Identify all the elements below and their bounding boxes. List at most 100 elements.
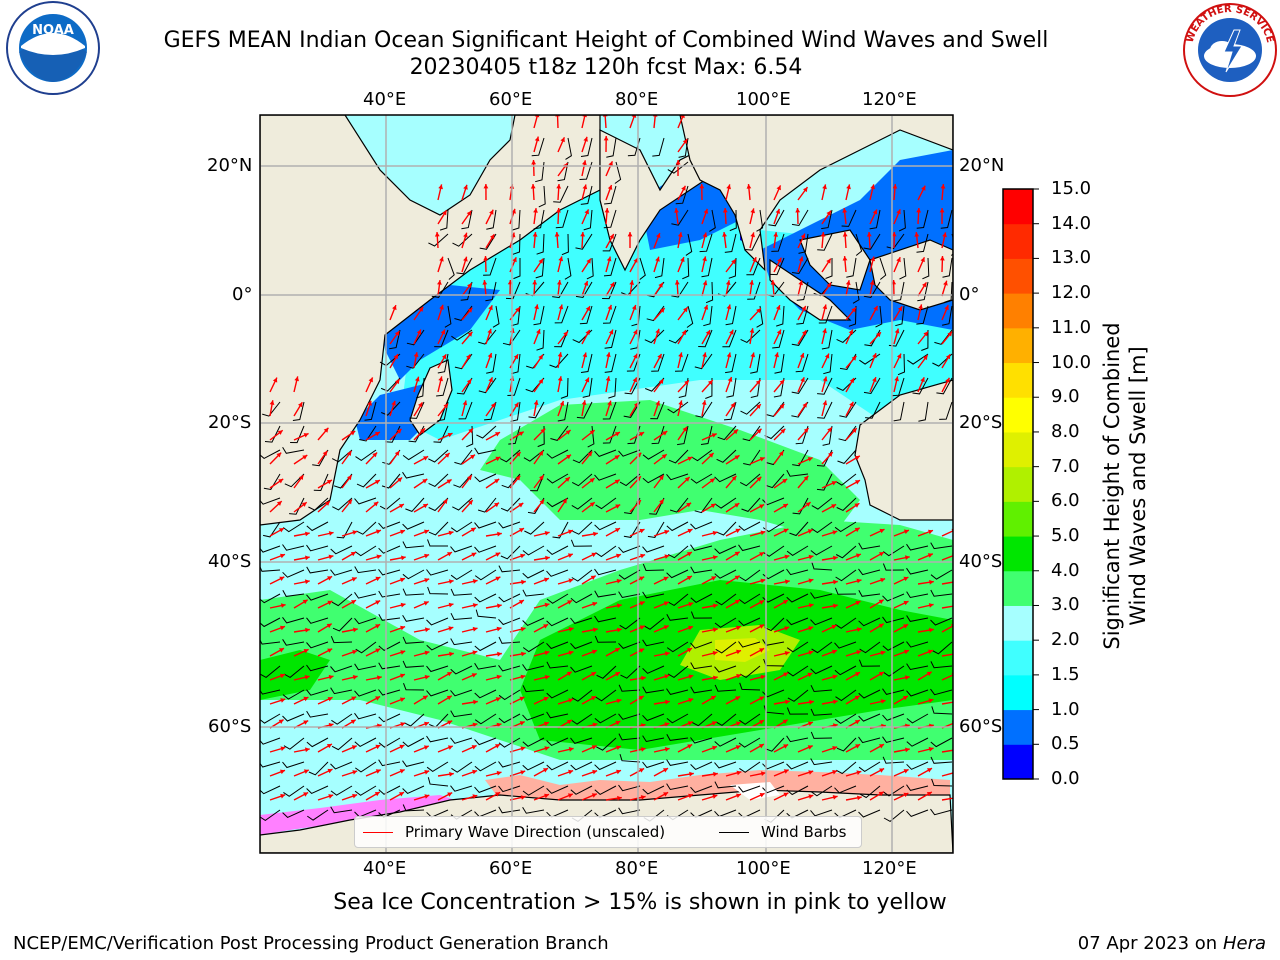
wind-barb xyxy=(624,377,641,395)
wind-barb xyxy=(474,569,497,581)
wind-barb xyxy=(477,497,497,513)
wave-arrowhead xyxy=(520,770,526,775)
wave-arrowhead xyxy=(928,746,934,752)
wind-barb xyxy=(402,760,425,767)
wave-arrowhead xyxy=(560,137,565,143)
wind-barb xyxy=(378,785,401,795)
wave-arrowhead xyxy=(808,578,814,584)
wave-arrowhead xyxy=(755,379,761,385)
wave-arrowhead xyxy=(879,744,884,749)
wave-arrowhead xyxy=(749,280,754,285)
wave-arrowhead xyxy=(328,531,334,536)
lon-label-top: 80°E xyxy=(615,89,659,110)
wave-arrowhead xyxy=(305,555,310,561)
wind-barb xyxy=(596,665,617,679)
wind-barb xyxy=(402,636,425,644)
colorbar xyxy=(1002,188,1039,780)
wind-barb xyxy=(859,785,881,799)
wave-arrowhead xyxy=(544,746,550,751)
wave-arrowhead xyxy=(750,232,755,238)
wind-barb xyxy=(776,305,785,327)
wave-arrowhead xyxy=(713,771,718,777)
wind-barb xyxy=(882,641,905,651)
wave-arrowhead xyxy=(854,527,860,533)
wind-barb xyxy=(792,449,809,467)
wind-barb xyxy=(546,689,569,699)
wave-arrowhead xyxy=(800,233,806,239)
wave-arrowhead xyxy=(687,528,693,534)
wave-direction-arrow xyxy=(941,625,953,633)
wind-barb xyxy=(906,641,929,648)
wave-arrowhead xyxy=(808,794,814,799)
wind-barb xyxy=(675,185,689,205)
wind-barb xyxy=(378,613,401,621)
wave-arrowhead xyxy=(939,208,945,213)
colorbar-segment xyxy=(1003,258,1033,294)
wave-arrowhead xyxy=(759,457,765,462)
wave-arrowhead xyxy=(833,699,838,705)
wave-arrowhead xyxy=(658,379,664,384)
wave-arrowhead xyxy=(902,696,908,701)
wind-barb xyxy=(428,449,449,463)
wave-arrowhead xyxy=(703,304,709,310)
wind-barb xyxy=(378,545,401,554)
wind-barb xyxy=(498,713,521,724)
wind-barb xyxy=(709,209,716,232)
colorbar-tick-label: 4.0 xyxy=(1051,559,1080,581)
wave-arrowhead xyxy=(879,768,885,773)
wave-direction-arrow xyxy=(556,115,559,129)
wave-arrowhead xyxy=(495,744,500,749)
wave-arrowhead xyxy=(782,478,788,484)
wave-arrowhead xyxy=(466,210,472,216)
wind-barb xyxy=(385,425,401,443)
wave-arrowhead xyxy=(945,354,951,360)
wind-barb xyxy=(359,425,377,442)
wind-barb xyxy=(602,281,617,300)
wind-barb xyxy=(450,785,473,792)
wind-barb xyxy=(898,209,906,232)
wave-arrowhead xyxy=(903,769,909,774)
wind-barb xyxy=(838,425,857,442)
wind-barb xyxy=(764,617,785,632)
wind-barb xyxy=(536,233,545,255)
wind-barb xyxy=(747,281,761,300)
wave-arrowhead xyxy=(562,498,567,504)
wind-barb xyxy=(642,735,665,743)
wave-arrowhead xyxy=(533,208,538,213)
wave-arrowhead xyxy=(826,258,831,264)
wave-arrowhead xyxy=(424,794,430,799)
wave-arrowhead xyxy=(736,674,742,679)
wind-barb xyxy=(930,737,953,748)
wind-barb xyxy=(917,281,929,302)
wave-arrowhead xyxy=(687,456,693,461)
wave-arrowhead xyxy=(591,672,596,677)
wave-arrowhead xyxy=(803,187,808,193)
wave-arrowhead xyxy=(467,283,472,289)
wave-arrowhead xyxy=(471,673,477,678)
wave-arrowhead xyxy=(892,184,898,189)
wave-arrowhead xyxy=(557,376,563,381)
wind-barb xyxy=(572,449,593,464)
wind-barb xyxy=(354,592,377,599)
wave-arrowhead xyxy=(918,304,923,310)
wind-barb xyxy=(742,425,761,442)
wind-barb xyxy=(810,785,833,797)
wave-arrowhead xyxy=(729,329,734,335)
wind-barb xyxy=(858,659,881,667)
wave-arrowhead xyxy=(640,795,646,800)
wind-barb xyxy=(450,545,473,553)
wave-arrowhead xyxy=(712,745,717,751)
wind-barb xyxy=(586,257,594,280)
wave-arrowhead xyxy=(423,601,429,606)
wind-barb xyxy=(282,713,305,722)
vector-field xyxy=(260,115,953,823)
wave-arrowhead xyxy=(807,529,813,534)
wave-arrowhead xyxy=(496,722,502,728)
wind-barb xyxy=(498,761,521,768)
wave-arrowhead xyxy=(896,353,902,359)
wind-barb xyxy=(740,401,761,415)
wind-barb xyxy=(450,612,473,621)
wave-arrowhead xyxy=(434,232,440,237)
wind-barb xyxy=(450,737,473,744)
wave-arrowhead xyxy=(351,577,357,582)
